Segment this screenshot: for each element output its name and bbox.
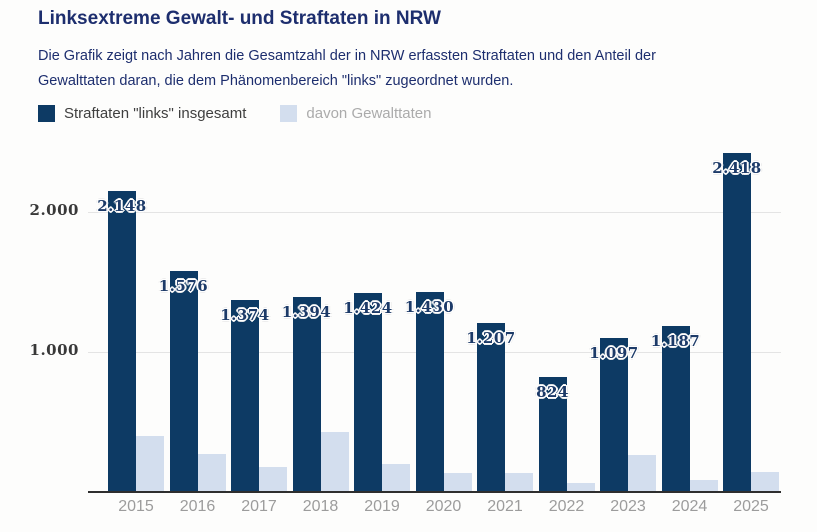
bar-value-label-2017: 1.374: [220, 305, 270, 324]
x-axis-label-2016: 2016: [179, 498, 216, 515]
bar-value-label-2019: 1.424: [343, 298, 393, 317]
bar-value-label-2022: 824: [536, 382, 569, 401]
chart-description-line2: Gewalttaten daran, die dem Phänomenberei…: [38, 73, 514, 89]
bar-gewalttaten-2025[interactable]: [751, 471, 779, 492]
chart-description: Die Grafik zeigt nach Jahren die Gesamtz…: [38, 44, 656, 94]
bar-value-label-2018: 1.394: [281, 302, 332, 321]
x-axis-label-2019: 2019: [364, 498, 400, 515]
bar-straftaten-2018[interactable]: [292, 296, 321, 492]
x-axis-label-2017: 2017: [241, 498, 277, 515]
x-axis-label-2025: 2025: [733, 498, 769, 515]
bar-gewalttaten-2018[interactable]: [320, 431, 349, 492]
bar-straftaten-2019[interactable]: [354, 292, 382, 492]
bar-gewalttaten-2024[interactable]: [689, 480, 718, 492]
legend-label-straftaten: Straftaten "links" insgesamt: [64, 105, 247, 122]
bar-straftaten-2017[interactable]: [231, 299, 259, 492]
x-axis-label-2018: 2018: [302, 498, 339, 515]
x-axis-label-2020: 2020: [425, 498, 462, 515]
bar-gewalttaten-2016[interactable]: [197, 454, 226, 492]
chart-description-line1: Die Grafik zeigt nach Jahren die Gesamtz…: [38, 48, 656, 64]
bar-value-label-2015: 2.148: [97, 197, 147, 216]
x-axis-label-2021: 2021: [487, 498, 523, 515]
y-axis-label-2000: 2.000: [29, 201, 79, 219]
bar-value-label-2025: 2.418: [712, 159, 762, 178]
x-axis-label-2024: 2024: [671, 498, 708, 515]
legend-swatch-straftaten-icon: [38, 105, 55, 122]
bar-straftaten-2023[interactable]: [600, 338, 628, 492]
bar-value-label-2021: 1.207: [466, 329, 516, 348]
y-axis-label-1000: 1.000: [29, 341, 79, 359]
legend-item-straftaten[interactable]: Straftaten "links" insgesamt: [38, 105, 246, 122]
bar-straftaten-2021[interactable]: [477, 323, 505, 492]
gridline-2000: [88, 212, 781, 213]
x-axis-label-2022: 2022: [548, 498, 585, 515]
bar-gewalttaten-2023[interactable]: [628, 454, 656, 492]
bar-gewalttaten-2015[interactable]: [136, 436, 164, 492]
bar-gewalttaten-2021[interactable]: [505, 472, 533, 492]
bar-gewalttaten-2017[interactable]: [259, 466, 287, 492]
page-title: Linksextreme Gewalt- und Straftaten in N…: [38, 8, 441, 29]
bar-straftaten-2022[interactable]: [538, 376, 567, 492]
legend-label-gewalttaten: davon Gewalttaten: [306, 105, 432, 122]
bar-value-label-2023: 1.097: [589, 344, 639, 363]
bar-gewalttaten-2019[interactable]: [382, 464, 410, 492]
legend-swatch-gewalttaten-icon: [280, 105, 298, 122]
bar-value-label-2020: 1.430: [404, 297, 455, 316]
bar-straftaten-2025[interactable]: [723, 153, 751, 492]
bar-straftaten-2015[interactable]: [108, 191, 136, 492]
legend: Straftaten "links" insgesamt davon Gewal…: [38, 105, 432, 122]
bar-gewalttaten-2022[interactable]: [566, 483, 595, 492]
bar-straftaten-2024[interactable]: [661, 325, 690, 492]
x-axis-line: [88, 491, 781, 493]
legend-item-gewalttaten[interactable]: davon Gewalttaten: [280, 105, 432, 122]
bar-value-label-2016: 1.576: [158, 277, 209, 296]
x-axis-label-2023: 2023: [610, 498, 646, 515]
x-axis-label-2015: 2015: [118, 498, 154, 515]
bar-straftaten-2016[interactable]: [169, 271, 198, 492]
bar-straftaten-2020[interactable]: [415, 291, 444, 492]
bar-value-label-2024: 1.187: [650, 331, 701, 350]
bar-gewalttaten-2020[interactable]: [443, 473, 472, 492]
